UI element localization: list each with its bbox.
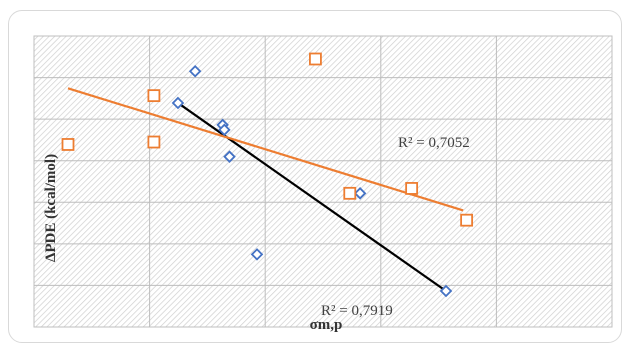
gridlines <box>34 36 612 327</box>
r2-label-orange: R² = 0,7052 <box>398 135 470 151</box>
data-point-diamond <box>188 64 202 78</box>
data-point-diamond <box>353 187 367 200</box>
data-point-square <box>343 186 357 200</box>
data-point-diamond <box>439 284 453 298</box>
data-point-square <box>460 213 474 227</box>
data-points <box>61 52 474 298</box>
data-point-square <box>405 182 419 195</box>
r2-label-black: R² = 0,7919 <box>321 303 393 319</box>
data-point-square <box>147 89 161 103</box>
trendline-orange <box>67 87 464 212</box>
data-point-square <box>147 135 161 149</box>
x-axis-label: σm,p <box>310 317 343 333</box>
y-axis-label: ΔPDE (kcal/mol) <box>43 154 59 262</box>
data-point-diamond <box>223 150 236 163</box>
plot-area <box>33 35 613 328</box>
data-point-square <box>61 138 75 151</box>
data-point-diamond <box>171 96 185 110</box>
data-point-diamond <box>218 123 231 137</box>
data-point-diamond <box>250 248 264 261</box>
data-point-square <box>309 52 322 66</box>
